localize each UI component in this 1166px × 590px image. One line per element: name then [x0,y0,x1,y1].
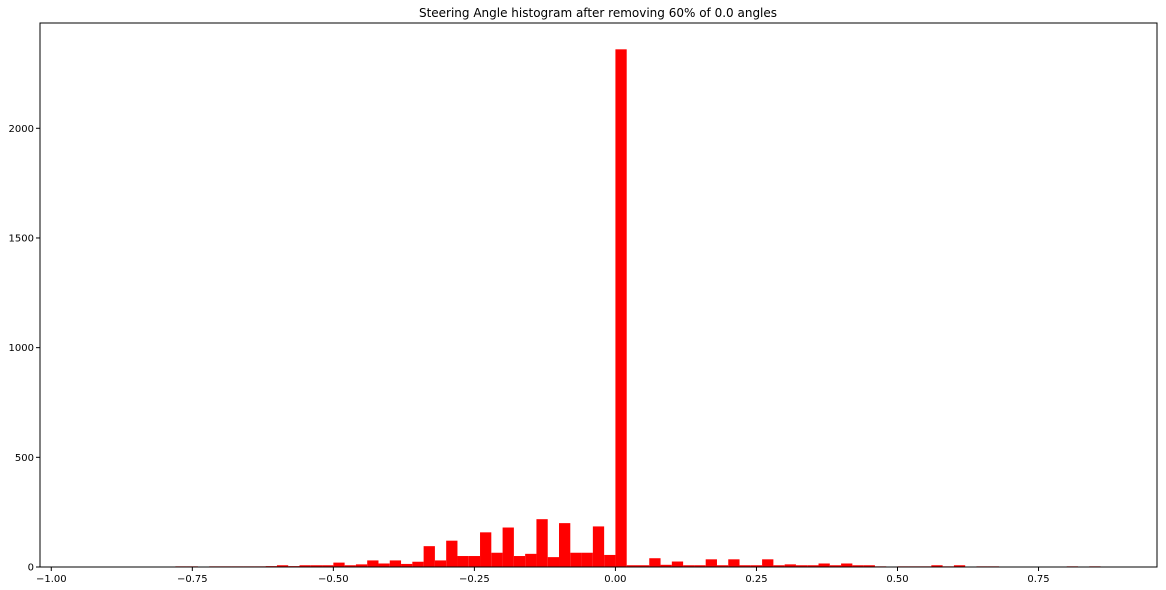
histogram-bar [773,565,785,567]
histogram-bar [446,540,458,567]
x-tick-label: 0.75 [1027,574,1049,585]
histogram-bar [592,526,605,567]
histogram-bar [852,565,864,567]
histogram-bar [434,560,447,567]
histogram-bar [649,558,661,567]
histogram-bar [378,563,390,567]
histogram-bar [784,564,796,567]
x-tick-label: −1.00 [36,574,67,585]
histogram-bar [750,565,763,567]
histogram-bar [795,565,808,567]
y-tick-label: 0 [28,563,34,574]
histogram-bar [807,565,819,567]
histogram-bar [637,565,650,567]
histogram-bar [570,552,582,567]
histogram-bar [480,532,492,567]
y-tick-label: 1500 [9,233,34,244]
histogram-bar [705,559,717,567]
x-tick-label: 0.50 [886,574,908,585]
histogram-bar [581,552,593,567]
x-axis: −1.00 −0.75 −0.50 −0.25 0.00 0.25 0.50 0.75 [36,567,1050,585]
histogram-bar [818,563,830,567]
histogram-bar [683,565,695,567]
histogram-bar [739,565,751,567]
histogram-bar [355,564,368,567]
histogram-bar [468,556,481,567]
histogram-bar [299,565,311,567]
chart-title: Steering Angle histogram after removing … [419,6,777,20]
histogram-bar [547,557,560,567]
x-tick-label: 0.00 [604,574,626,585]
histogram-bar [694,565,706,567]
histogram-bar [389,560,402,567]
histogram-bar [513,556,526,567]
histogram-bar [276,565,289,567]
y-axis: 0 500 1000 1500 2000 [9,124,40,574]
histogram-bar [615,49,627,567]
histogram-bar [367,560,379,567]
x-tick-label: 0.25 [745,574,767,585]
histogram-bar [671,561,684,567]
histogram-bar [457,556,469,567]
y-tick-label: 1000 [9,343,34,354]
histogram-bar [626,565,638,567]
histogram-bar [728,559,740,567]
histogram-bar [310,565,323,567]
histogram-bar [841,563,853,567]
bars-group [175,49,1101,567]
histogram-bar [931,565,943,567]
x-tick-label: −0.25 [459,574,490,585]
histogram-bar [423,546,435,567]
histogram-bar [829,565,842,567]
histogram-bar [401,563,413,567]
plot-frame [39,22,1158,568]
histogram-bar [660,564,672,567]
histogram-bar [559,523,571,567]
histogram-bar [604,554,616,567]
histogram-bar [491,552,503,567]
x-tick-label: −0.50 [318,574,349,585]
histogram-bar [502,527,514,567]
histogram-bar [762,559,774,567]
histogram-bar [863,565,875,567]
histogram-bar [525,553,537,567]
histogram-bar [716,565,729,567]
x-tick-label: −0.75 [177,574,208,585]
histogram-bar [322,565,334,567]
histogram-bar [333,562,345,567]
histogram-bar [344,565,356,567]
y-tick-label: 500 [15,453,34,464]
y-tick-label: 2000 [9,124,34,135]
histogram-bar [536,519,548,567]
histogram-bar [953,565,966,567]
histogram-bar [412,561,424,567]
